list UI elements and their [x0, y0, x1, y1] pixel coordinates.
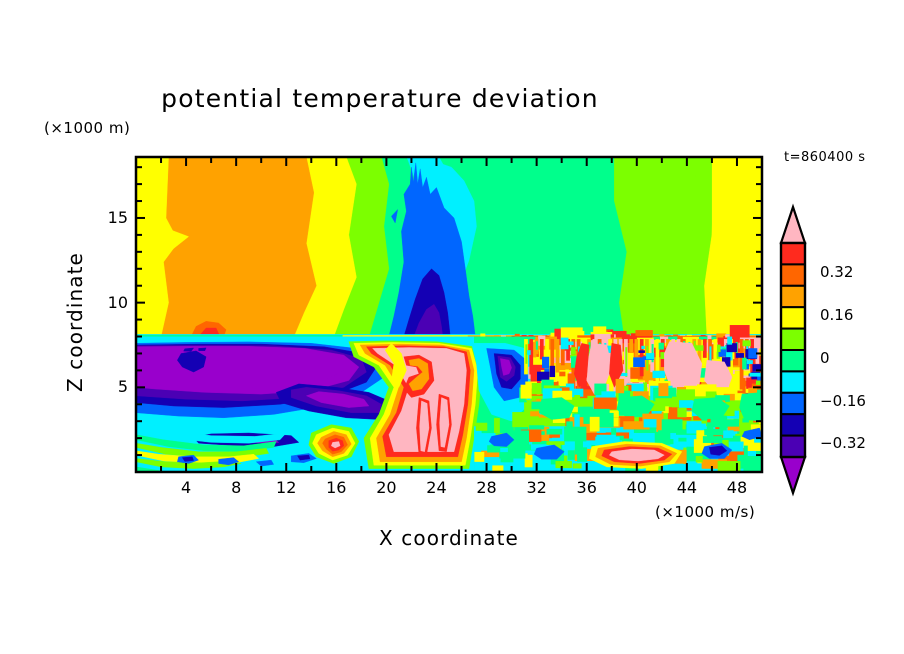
x-tick-label: 12 [276, 478, 297, 497]
x-tick-label: 36 [576, 478, 597, 497]
x-tick-label: 32 [526, 478, 547, 497]
colorbar [779, 203, 807, 497]
y-axis-units-label: (×1000 m) [44, 119, 131, 137]
colorbar-tick-label: 0.32 [820, 263, 854, 282]
plot-frame [134, 155, 764, 474]
y-tick-label: 10 [107, 292, 128, 312]
x-tick-label: 16 [326, 478, 347, 497]
x-axis-title: X coordinate [379, 526, 519, 550]
x-tick-label: 4 [180, 478, 192, 497]
x-axis-units-label: (×1000 m/s) [655, 503, 756, 521]
colorbar-tick-label: 0.16 [820, 305, 854, 324]
y-tick-label: 5 [117, 377, 128, 397]
contour-field [136, 157, 762, 472]
colorbar-tick-label: −0.16 [820, 391, 866, 410]
x-tick-label: 20 [376, 478, 397, 497]
time-annotation: t=860400 s [784, 150, 866, 165]
colorbar-tick-label: −0.32 [820, 434, 866, 453]
x-tick-label: 44 [676, 478, 698, 497]
x-tick-label: 28 [476, 478, 497, 497]
x-tick-label: 24 [426, 478, 447, 497]
x-tick-label: 40 [626, 478, 647, 497]
x-tick-label: 48 [726, 478, 748, 497]
x-tick-label: 8 [231, 478, 242, 497]
page-title: potential temperature deviation [161, 84, 599, 113]
colorbar-tick-label: 0 [820, 348, 830, 367]
y-tick-label: 15 [107, 207, 128, 227]
